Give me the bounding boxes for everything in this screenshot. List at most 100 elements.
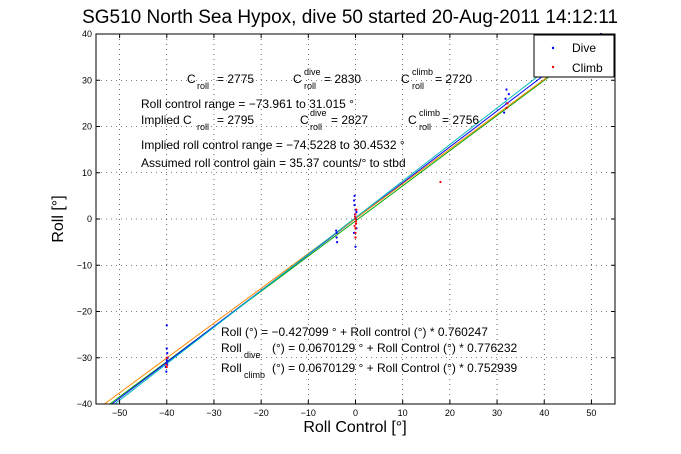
x-tick-label: −10 bbox=[301, 408, 316, 418]
y-tick-label: 40 bbox=[82, 29, 92, 39]
x-tick-label: 20 bbox=[445, 408, 455, 418]
point-dive bbox=[165, 324, 168, 327]
legend-dive-label: Dive bbox=[572, 41, 596, 55]
point-climb bbox=[354, 222, 358, 225]
fit-climb-roll-word: Roll bbox=[221, 361, 242, 375]
point-dive bbox=[354, 245, 357, 248]
point-dive bbox=[165, 358, 168, 362]
point-dive bbox=[507, 93, 510, 96]
grid bbox=[96, 33, 615, 405]
legend: Dive Climb bbox=[533, 34, 615, 78]
fit-all-equation: Roll (°) = −0.427099 ° + Roll control (°… bbox=[221, 325, 488, 339]
point-climb bbox=[354, 213, 357, 216]
implied-c-dive-superscript: dive bbox=[310, 108, 327, 118]
y-axis-label: Roll [°] bbox=[50, 195, 67, 242]
point-climb bbox=[505, 106, 508, 110]
c-roll-climb-subscript: roll bbox=[412, 81, 424, 91]
c-roll-subscript: roll bbox=[197, 81, 209, 91]
c-roll-climb-value: = 2720 bbox=[435, 72, 472, 86]
fit-dive-subscript: dive bbox=[244, 350, 261, 360]
point-climb bbox=[354, 227, 357, 230]
legend-climb-label: Climb bbox=[572, 61, 603, 75]
point-dive bbox=[335, 229, 338, 232]
point-dive bbox=[335, 241, 339, 244]
c-roll-dive-subscript: roll bbox=[304, 81, 316, 91]
point-climb bbox=[165, 365, 168, 369]
implied-c-climb-value: = 2756 bbox=[442, 113, 479, 127]
implied-c-roll-value: = 2795 bbox=[217, 113, 254, 127]
fit-dive-rest: (°) = 0.0670129 ° + Roll Control (°) * 0… bbox=[272, 341, 518, 355]
point-climb bbox=[355, 208, 358, 211]
c-roll-climb-superscript: climb bbox=[412, 67, 433, 77]
point-climb bbox=[354, 231, 357, 234]
implied-c-climb-subscript: roll bbox=[419, 122, 431, 132]
point-dive bbox=[355, 210, 358, 214]
point-climb bbox=[354, 220, 358, 223]
point-dive bbox=[505, 88, 508, 91]
fit-climb-subscript: climb bbox=[244, 370, 265, 380]
y-tick-label: 20 bbox=[82, 122, 92, 132]
legend-dive-marker bbox=[551, 46, 555, 50]
y-tick-label: 0 bbox=[87, 214, 92, 224]
implied-range-text: Implied roll control range = −74.5228 to… bbox=[141, 138, 405, 152]
c-roll-symbol: C bbox=[187, 72, 196, 86]
legend-climb-marker bbox=[551, 65, 555, 69]
roll-control-range-text: Roll control range = −73.961 to 31.015 ° bbox=[141, 97, 354, 111]
point-dive bbox=[165, 347, 168, 350]
y-tick-label: −30 bbox=[77, 353, 92, 363]
c-roll-value: = 2775 bbox=[217, 72, 254, 86]
point-dive bbox=[504, 97, 507, 100]
point-climb bbox=[353, 224, 356, 228]
implied-c-roll-subscript: roll bbox=[197, 122, 209, 132]
fit-dive-roll-word: Roll bbox=[221, 341, 242, 355]
y-tick-label: 10 bbox=[82, 168, 92, 178]
x-tick-label: −50 bbox=[112, 408, 127, 418]
implied-c-climb-symbol: C bbox=[408, 113, 417, 127]
fit-dive-equation: Roll dive (°) = 0.0670129 ° + Roll Contr… bbox=[221, 341, 518, 360]
point-climb bbox=[165, 356, 168, 359]
point-dive bbox=[165, 370, 168, 373]
gain-text: Assumed roll control gain = 35.37 counts… bbox=[141, 156, 406, 170]
chart-title: SG510 North Sea Hypox, dive 50 started 2… bbox=[82, 7, 618, 28]
x-tick-label: 0 bbox=[353, 408, 358, 418]
implied-c-dive-value: = 2827 bbox=[331, 113, 368, 127]
y-axis-ticks: −40 −30 −20 −10 0 10 20 30 40 bbox=[77, 29, 615, 409]
x-tick-label: 40 bbox=[539, 408, 549, 418]
x-tick-label: 50 bbox=[586, 408, 596, 418]
c-roll-dive-value: = 2830 bbox=[324, 72, 361, 86]
annotation-implied-c-line: Implied C roll = 2795 C dive roll = 2827… bbox=[141, 108, 479, 132]
fit-climb-equation: Roll climb (°) = 0.0670129 ° + Roll Cont… bbox=[221, 361, 518, 380]
fit-line-reference bbox=[114, 33, 593, 405]
fit-climb-rest: (°) = 0.0670129 ° + Roll Control (°) * 0… bbox=[272, 361, 518, 375]
point-climb bbox=[165, 363, 168, 366]
point-dive bbox=[352, 199, 356, 202]
point-dive bbox=[165, 361, 168, 364]
point-dive bbox=[503, 111, 506, 114]
point-dive bbox=[335, 236, 338, 239]
point-dive bbox=[335, 231, 338, 234]
y-tick-label: −40 bbox=[77, 399, 92, 409]
x-tick-label: 30 bbox=[492, 408, 502, 418]
implied-c-prefix: Implied C bbox=[141, 113, 192, 127]
point-dive bbox=[353, 204, 356, 207]
point-climb bbox=[354, 236, 357, 239]
y-tick-label: −20 bbox=[77, 307, 92, 317]
c-roll-dive-symbol: C bbox=[293, 72, 302, 86]
y-tick-label: −10 bbox=[77, 260, 92, 270]
x-axis-label: Roll Control [°] bbox=[303, 419, 406, 436]
point-climb bbox=[439, 180, 442, 184]
c-roll-climb-symbol: C bbox=[401, 72, 410, 86]
x-tick-label: −30 bbox=[206, 408, 221, 418]
implied-c-dive-symbol: C bbox=[300, 113, 309, 127]
annotation-c-roll-line: C roll = 2775 C dive roll = 2830 C climb… bbox=[187, 67, 472, 91]
implied-c-dive-subscript: roll bbox=[310, 122, 322, 132]
point-dive bbox=[353, 194, 356, 197]
legend-box bbox=[533, 34, 615, 78]
x-tick-label: −20 bbox=[253, 408, 268, 418]
point-climb bbox=[506, 102, 509, 105]
x-tick-label: −40 bbox=[159, 408, 174, 418]
point-climb bbox=[353, 215, 357, 218]
point-climb bbox=[354, 217, 357, 221]
y-tick-label: 30 bbox=[82, 75, 92, 85]
